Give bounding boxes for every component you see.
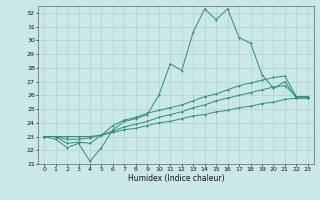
X-axis label: Humidex (Indice chaleur): Humidex (Indice chaleur): [128, 174, 224, 183]
